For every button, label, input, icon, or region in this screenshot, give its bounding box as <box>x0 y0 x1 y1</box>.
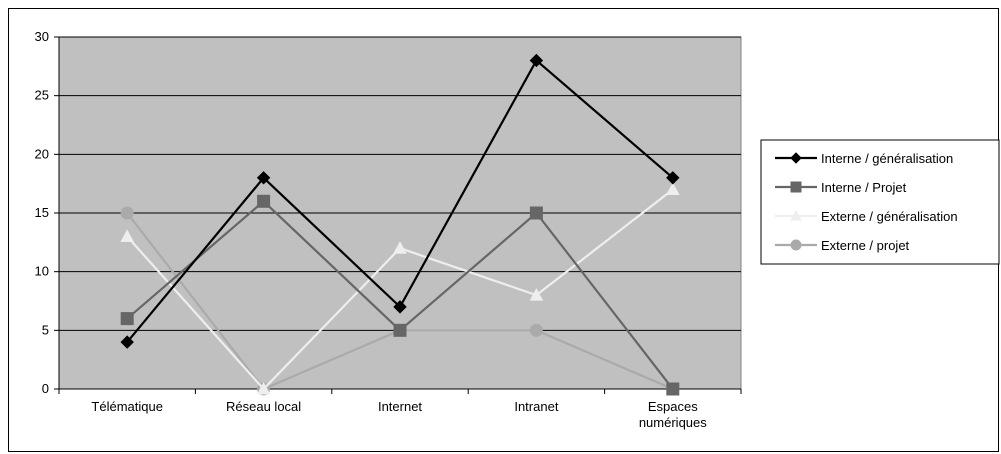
y-tick-label-20: 20 <box>35 146 49 161</box>
legend-marker-1 <box>790 181 802 193</box>
data-point-s1-2 <box>393 323 407 337</box>
data-point-s3-3 <box>529 323 543 337</box>
x-tick-label-0: Télématique <box>91 399 163 414</box>
data-point-s0-3 <box>529 53 544 68</box>
x-tick-label-4-line-1: numériques <box>639 415 707 430</box>
data-point-s0-1 <box>256 171 271 185</box>
data-point-s1-4 <box>666 382 680 396</box>
y-tick-label-5: 5 <box>42 322 49 337</box>
legend-label-3: Externe / projet <box>821 238 910 253</box>
data-point-s2-1 <box>256 381 271 395</box>
x-tick-label-1: Réseau local <box>226 399 301 414</box>
x-tick-label-3: Intranet <box>514 399 558 414</box>
data-point-s3-0 <box>120 206 134 220</box>
y-tick-label-10: 10 <box>35 264 49 279</box>
y-tick-label-30: 30 <box>35 29 49 44</box>
y-tick-label-25: 25 <box>35 88 49 103</box>
data-point-s1-3 <box>529 206 543 220</box>
y-tick-label-15: 15 <box>35 205 49 220</box>
x-tick-label-4-line-0: Espaces <box>648 399 698 414</box>
legend-label-1: Interne / Projet <box>821 180 907 195</box>
legend-label-0: Interne / généralisation <box>821 151 953 166</box>
data-point-s2-2 <box>393 241 407 254</box>
data-point-s1-0 <box>120 312 134 326</box>
x-tick-label-2: Internet <box>378 399 422 414</box>
data-point-s1-1 <box>257 194 271 208</box>
y-tick-label-0: 0 <box>42 381 49 396</box>
legend-label-2: Externe / généralisation <box>821 209 958 224</box>
data-point-s0-0 <box>120 335 134 349</box>
legend-marker-3 <box>790 239 802 251</box>
legend-marker-0 <box>790 152 802 164</box>
data-point-s2-0 <box>120 229 135 242</box>
data-point-s0-4 <box>666 171 680 185</box>
data-point-s0-2 <box>393 300 407 314</box>
data-point-s2-4 <box>665 182 680 196</box>
data-point-s2-3 <box>529 288 544 301</box>
legend-marker-2 <box>790 209 802 221</box>
